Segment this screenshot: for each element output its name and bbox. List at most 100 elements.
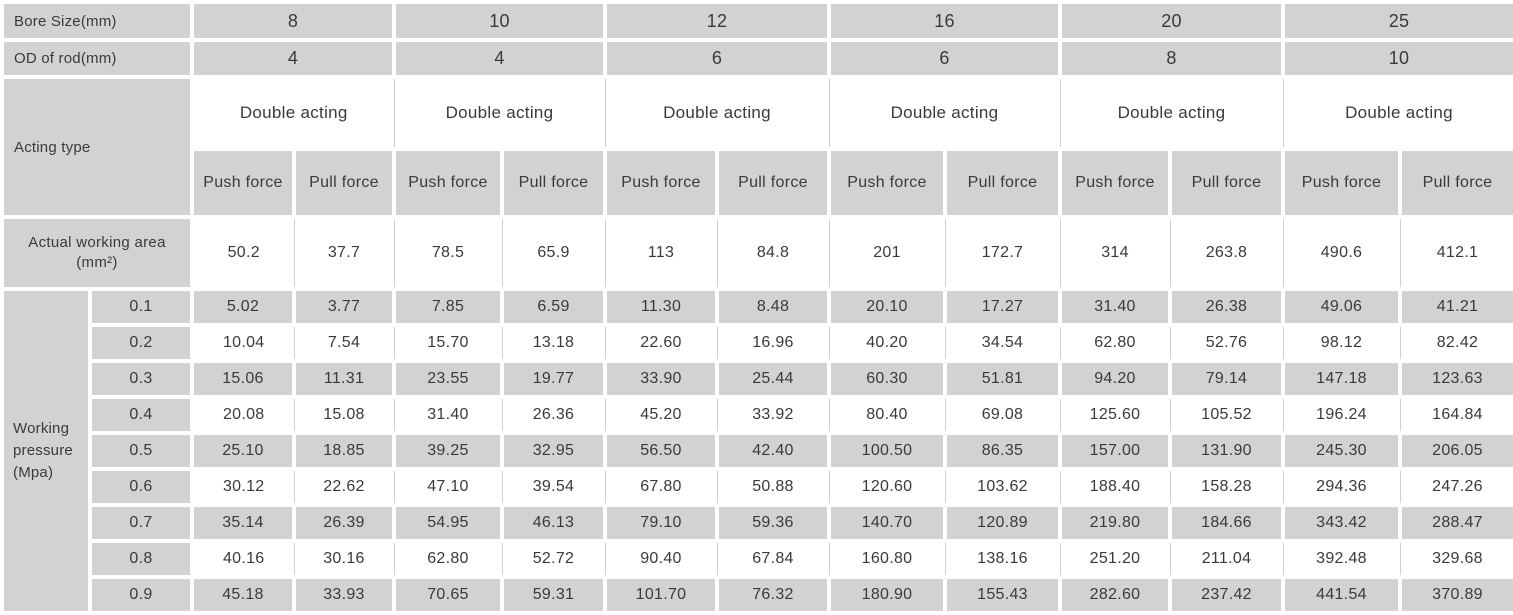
- force-value: 120.89: [943, 503, 1062, 543]
- force-value: 47.10: [393, 467, 503, 507]
- working-area-label-text: Actual working area: [28, 233, 166, 251]
- acting-type-label: Acting type: [0, 75, 194, 219]
- od-rod-value: 4: [392, 38, 607, 79]
- force-value: 51.81: [943, 359, 1062, 399]
- force-value: 188.40: [1059, 467, 1171, 507]
- force-value: 15.08: [293, 395, 395, 435]
- force-value: 79.14: [1168, 359, 1285, 399]
- force-value: 147.18: [1281, 359, 1402, 399]
- force-value: 41.21: [1398, 287, 1513, 327]
- force-value: 98.12: [1282, 323, 1401, 363]
- push-force-header: Push force: [392, 147, 504, 219]
- force-value: 34.54: [944, 323, 1061, 363]
- acting-type-value: Double acting: [191, 75, 395, 151]
- force-value: 10.04: [191, 323, 295, 363]
- force-value: 184.66: [1168, 503, 1285, 543]
- force-value: 69.08: [944, 395, 1061, 435]
- working-area-value: 113: [604, 215, 718, 291]
- force-value: 103.62: [944, 467, 1061, 507]
- working-area-value: 172.7: [944, 215, 1061, 291]
- force-value: 155.43: [943, 575, 1062, 615]
- force-value: 62.80: [1059, 323, 1171, 363]
- force-value: 60.30: [827, 359, 947, 399]
- working-area-value: 314: [1059, 215, 1171, 291]
- pull-force-header: Pull force: [500, 147, 607, 219]
- acting-type-value: Double acting: [828, 75, 1061, 151]
- force-value: 101.70: [603, 575, 719, 615]
- force-value: 54.95: [392, 503, 504, 543]
- force-value: 32.95: [500, 431, 607, 471]
- force-value: 40.16: [191, 539, 295, 579]
- push-force-header: Push force: [603, 147, 719, 219]
- force-value: 237.42: [1168, 575, 1285, 615]
- pressure-row-0.9: 0.9 45.18 33.93 70.65 59.31 101.70 76.32 180.90…: [2, 575, 1513, 615]
- force-value: 247.26: [1399, 467, 1513, 507]
- force-value: 180.90: [827, 575, 947, 615]
- force-value: 45.20: [604, 395, 718, 435]
- force-value: 157.00: [1058, 431, 1172, 471]
- force-value: 441.54: [1281, 575, 1402, 615]
- pull-force-header: Pull force: [1168, 147, 1285, 219]
- force-value: 11.31: [292, 359, 396, 399]
- force-value: 17.27: [943, 287, 1062, 327]
- working-area-value: 412.1: [1399, 215, 1513, 291]
- pressure-row-0.5: 0.5 25.10 18.85 39.25 32.95 56.50 42.40 100.50 8…: [2, 431, 1513, 471]
- pressure-row-0.1: Working pressure (Mpa) 0.1 5.02 3.77 7.85 6.5…: [0, 287, 1513, 615]
- force-value: 196.24: [1282, 395, 1401, 435]
- force-value: 86.35: [943, 431, 1062, 471]
- od-rod-value: 6: [603, 38, 831, 79]
- force-value: 19.77: [500, 359, 607, 399]
- force-value: 211.04: [1169, 539, 1284, 579]
- force-value: 329.68: [1399, 539, 1513, 579]
- force-value: 18.85: [292, 431, 396, 471]
- force-value: 67.84: [716, 539, 830, 579]
- force-value: 158.28: [1169, 467, 1284, 507]
- od-rod-label: OD of rod(mm): [0, 38, 194, 79]
- pull-force-header: Pull force: [943, 147, 1062, 219]
- force-value: 33.92: [716, 395, 830, 435]
- od-rod-row: OD of rod(mm) 4 4 6 6 8 10: [0, 38, 1513, 79]
- working-area-value: 37.7: [293, 215, 395, 291]
- force-value: 13.18: [501, 323, 606, 363]
- force-value: 94.20: [1058, 359, 1172, 399]
- force-value: 343.42: [1281, 503, 1402, 543]
- force-value: 26.39: [292, 503, 396, 543]
- acting-type-value: Double acting: [1282, 75, 1513, 151]
- force-value: 39.54: [501, 467, 606, 507]
- force-value: 50.88: [716, 467, 830, 507]
- force-value: 138.16: [944, 539, 1061, 579]
- pressure-value: 0.7: [88, 503, 194, 543]
- working-area-value: 50.2: [191, 215, 295, 291]
- force-value: 5.02: [190, 287, 296, 327]
- force-value: 7.85: [392, 287, 504, 327]
- acting-type-row: Acting type Double acting Double acting …: [0, 75, 1513, 219]
- force-value: 8.48: [715, 287, 831, 327]
- working-area-row: Actual working area (mm²) 50.2 37.7 78.5…: [0, 215, 1513, 291]
- bore-size-value: 16: [827, 0, 1062, 42]
- acting-type-value: Double acting: [1059, 75, 1284, 151]
- force-value: 25.44: [715, 359, 831, 399]
- bore-size-row: Bore Size(mm) 8 10 12 16 20 25: [0, 0, 1513, 42]
- force-value: 16.96: [716, 323, 830, 363]
- force-value: 90.40: [604, 539, 718, 579]
- force-value: 22.62: [293, 467, 395, 507]
- force-value: 46.13: [500, 503, 607, 543]
- force-value: 35.14: [190, 503, 296, 543]
- force-value: 26.38: [1168, 287, 1285, 327]
- force-value: 40.20: [828, 323, 946, 363]
- pull-force-header: Pull force: [1398, 147, 1513, 219]
- force-value: 160.80: [828, 539, 946, 579]
- force-value: 25.10: [190, 431, 296, 471]
- force-value: 22.60: [604, 323, 718, 363]
- force-value: 23.55: [392, 359, 504, 399]
- push-force-header: Push force: [827, 147, 947, 219]
- force-value: 20.10: [827, 287, 947, 327]
- force-value: 392.48: [1282, 539, 1401, 579]
- working-area-value: 78.5: [393, 215, 503, 291]
- force-value: 59.36: [715, 503, 831, 543]
- od-rod-value: 4: [190, 38, 396, 79]
- force-value: 31.40: [1058, 287, 1172, 327]
- push-force-header: Push force: [190, 147, 296, 219]
- pressure-value: 0.8: [88, 539, 194, 579]
